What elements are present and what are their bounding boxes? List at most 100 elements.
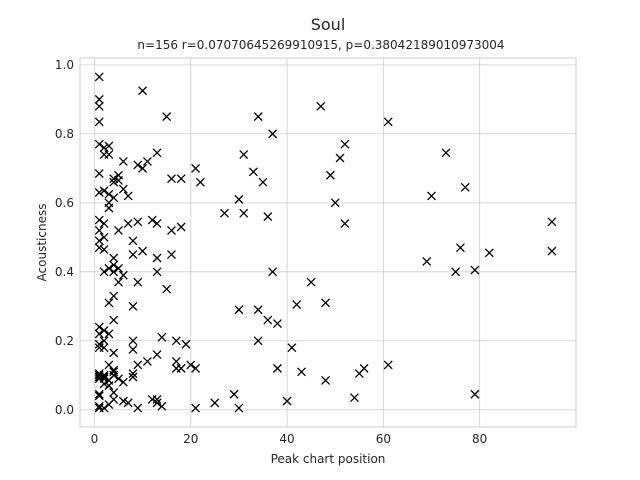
data-point (263, 212, 273, 222)
gridlines (80, 58, 576, 427)
data-point (547, 246, 557, 256)
data-point (114, 277, 123, 287)
x-tick-label: 80 (472, 432, 487, 446)
data-point (167, 225, 176, 235)
data-point (330, 198, 340, 208)
x-tick-label: 60 (376, 432, 391, 446)
data-point (268, 129, 278, 139)
data-point (239, 208, 249, 218)
data-point (234, 403, 244, 413)
data-point (133, 403, 143, 413)
data-point (422, 257, 432, 266)
data-point (99, 325, 109, 335)
data-point (109, 370, 119, 380)
data-point (234, 194, 244, 204)
data-point (176, 363, 186, 373)
data-point (167, 174, 176, 184)
data-point (287, 343, 297, 353)
data-point (455, 243, 465, 253)
data-point (152, 398, 162, 408)
data-point (210, 398, 220, 408)
data-point (118, 396, 128, 406)
data-point (176, 174, 186, 184)
data-point (94, 339, 104, 349)
x-tick-label: 40 (279, 432, 294, 446)
data-point (94, 401, 104, 411)
data-point (133, 217, 143, 227)
data-point (99, 372, 109, 382)
data-point (340, 219, 350, 228)
data-point (484, 248, 494, 258)
data-point (142, 357, 152, 366)
data-point (109, 291, 119, 301)
data-point (94, 391, 104, 401)
data-point (114, 175, 123, 185)
data-point (128, 236, 138, 246)
data-point (99, 244, 109, 254)
y-tick-label: 0.2 (55, 334, 74, 348)
y-axis-label: Acousticness (35, 204, 49, 282)
data-point (109, 260, 119, 270)
data-point (292, 300, 302, 310)
y-tick-label: 0.6 (55, 196, 74, 210)
data-point (268, 267, 278, 277)
data-point (118, 377, 128, 387)
data-point (133, 360, 143, 370)
chart-title: Soul (311, 15, 346, 34)
data-point (123, 191, 133, 201)
data-point (109, 253, 119, 263)
data-point (104, 263, 114, 273)
y-tick-label: 0.4 (55, 265, 74, 279)
data-point (109, 388, 119, 397)
data-point (181, 339, 191, 349)
data-point (94, 72, 104, 82)
data-point (94, 225, 104, 235)
data-point (128, 369, 138, 379)
data-point (470, 389, 480, 399)
data-point (114, 374, 123, 384)
data-point (176, 222, 186, 232)
data-point (263, 315, 273, 325)
y-axis-ticks: 0.0 0.2 0.4 0.6 0.8 1.0 (55, 58, 74, 417)
data-point (162, 284, 172, 294)
data-point (104, 150, 114, 160)
data-point (335, 153, 345, 163)
data-point (94, 215, 104, 225)
data-point (94, 117, 104, 127)
data-point (99, 143, 109, 153)
data-point (94, 236, 104, 246)
data-point (99, 232, 109, 242)
data-point (191, 403, 201, 413)
data-point (253, 336, 263, 346)
data-point (99, 379, 109, 389)
data-point (253, 305, 263, 315)
plot-frame (79, 57, 577, 428)
data-point (258, 177, 268, 187)
x-axis-label: Peak chart position (271, 452, 386, 466)
data-point (547, 217, 557, 227)
data-point (191, 363, 201, 373)
data-point (350, 393, 359, 403)
data-point (94, 94, 104, 104)
data-point (104, 141, 114, 151)
data-point (147, 215, 157, 225)
chart-subtitle: n=156 r=0.07070645269910915, p=0.3804218… (137, 38, 504, 52)
data-point (451, 267, 461, 277)
data-point (383, 117, 393, 127)
data-point (171, 357, 181, 366)
data-point (253, 112, 263, 122)
data-point (118, 184, 128, 194)
y-tick-label: 0.8 (55, 127, 74, 141)
data-point (109, 193, 119, 203)
data-point (94, 139, 104, 149)
data-point (359, 363, 369, 373)
data-point (152, 350, 162, 360)
data-point (99, 219, 109, 228)
data-point (162, 112, 172, 122)
data-point (167, 250, 176, 260)
x-tick-label: 0 (91, 432, 99, 446)
data-point (99, 186, 109, 196)
x-axis-ticks: 0 20 40 60 80 (91, 432, 488, 446)
data-point (118, 270, 128, 280)
data-point (441, 148, 451, 158)
